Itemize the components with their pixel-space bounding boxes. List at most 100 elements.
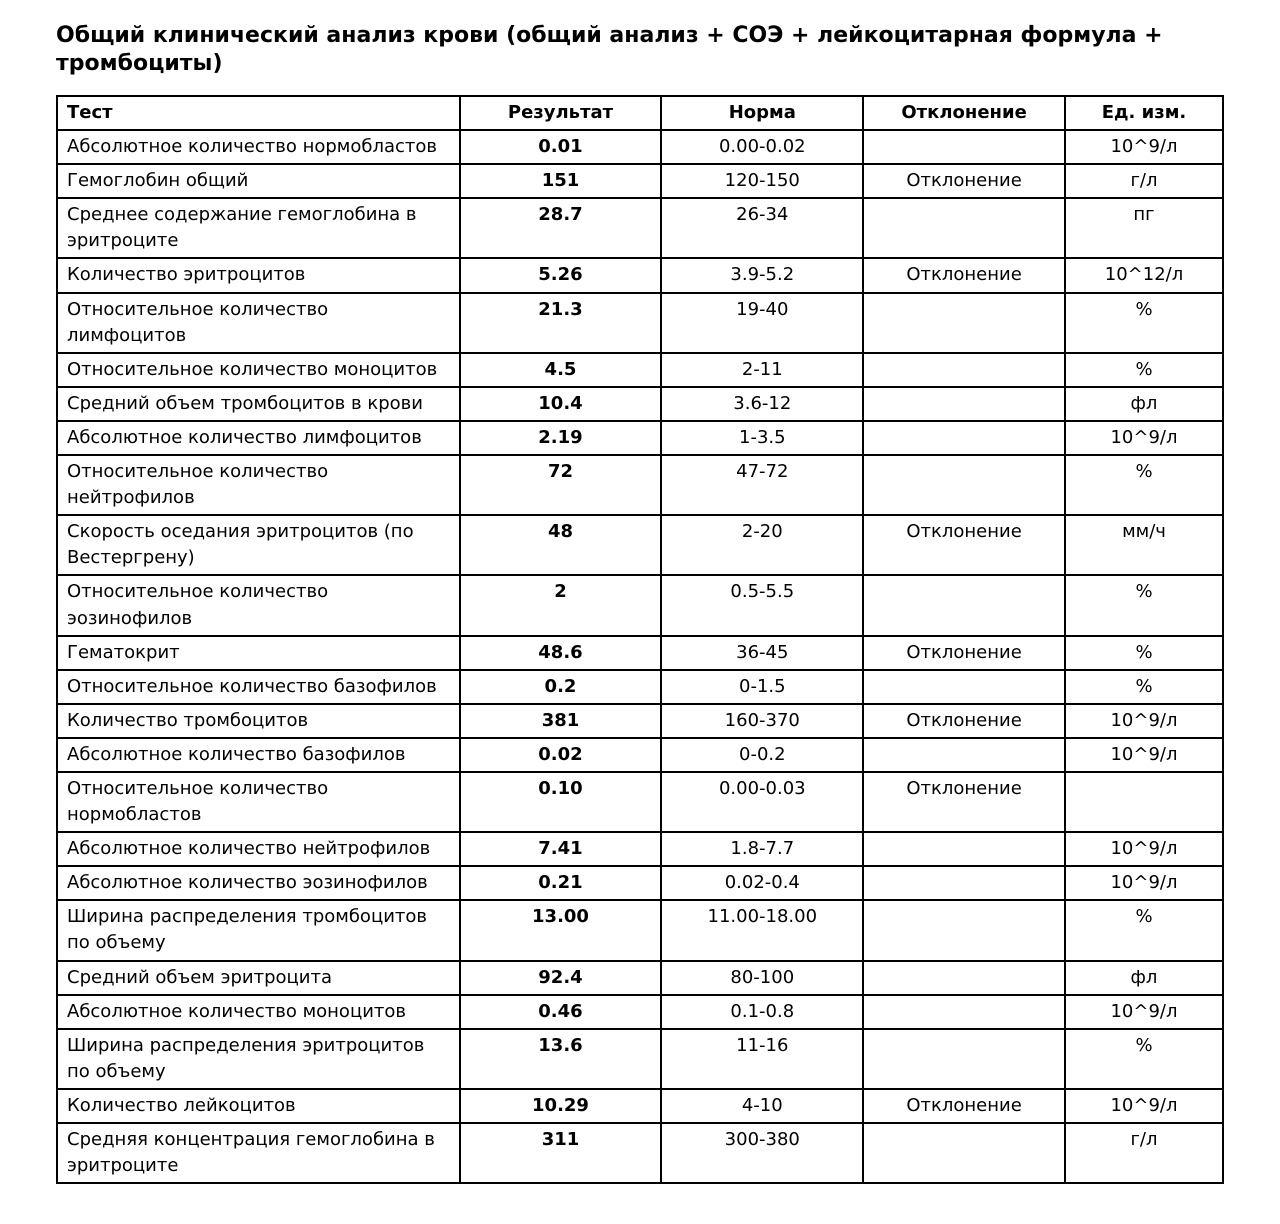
report-title: Общий клинический анализ крови (общий ан… <box>56 22 1224 77</box>
cell-result: 10.29 <box>460 1089 662 1123</box>
cell-result: 151 <box>460 164 662 198</box>
cell-norm: 2-11 <box>661 353 863 387</box>
cell-test: Гематокрит <box>57 636 460 670</box>
cell-test: Средний объем эритроцита <box>57 961 460 995</box>
cell-deviation <box>863 900 1065 960</box>
cell-unit: г/л <box>1065 164 1223 198</box>
cell-deviation: Отклонение <box>863 258 1065 292</box>
table-row: Относительное количество нейтрофилов7247… <box>57 455 1223 515</box>
cell-test: Относительное количество моноцитов <box>57 353 460 387</box>
cell-result: 13.00 <box>460 900 662 960</box>
cell-deviation: Отклонение <box>863 704 1065 738</box>
cell-norm: 1-3.5 <box>661 421 863 455</box>
cell-test: Относительное количество лимфоцитов <box>57 293 460 353</box>
cell-unit: мм/ч <box>1065 515 1223 575</box>
cell-norm: 47-72 <box>661 455 863 515</box>
cell-norm: 0.00-0.02 <box>661 130 863 164</box>
cell-norm: 4-10 <box>661 1089 863 1123</box>
cell-norm: 11-16 <box>661 1029 863 1089</box>
cell-deviation <box>863 738 1065 772</box>
cell-unit: фл <box>1065 387 1223 421</box>
table-row: Относительное количество эозинофилов20.5… <box>57 575 1223 635</box>
cell-norm: 1.8-7.7 <box>661 832 863 866</box>
cell-result: 28.7 <box>460 198 662 258</box>
table-row: Абсолютное количество базофилов0.020-0.2… <box>57 738 1223 772</box>
cell-unit: % <box>1065 670 1223 704</box>
cell-unit: 10^9/л <box>1065 130 1223 164</box>
cell-result: 5.26 <box>460 258 662 292</box>
cell-unit: 10^9/л <box>1065 995 1223 1029</box>
cell-unit: % <box>1065 1029 1223 1089</box>
table-row: Относительное количество моноцитов4.52-1… <box>57 353 1223 387</box>
cell-test: Средняя концентрация гемоглобина в эритр… <box>57 1123 460 1183</box>
cell-norm: 11.00-18.00 <box>661 900 863 960</box>
cell-deviation: Отклонение <box>863 636 1065 670</box>
cell-unit: 10^12/л <box>1065 258 1223 292</box>
table-row: Абсолютное количество лимфоцитов2.191-3.… <box>57 421 1223 455</box>
cell-unit: пг <box>1065 198 1223 258</box>
table-row: Гемоглобин общий151120-150Отклонениег/л <box>57 164 1223 198</box>
cell-deviation: Отклонение <box>863 515 1065 575</box>
cell-norm: 160-370 <box>661 704 863 738</box>
cell-deviation <box>863 670 1065 704</box>
cell-deviation <box>863 832 1065 866</box>
cell-test: Абсолютное количество моноцитов <box>57 995 460 1029</box>
table-header-row: Тест Результат Норма Отклонение Ед. изм. <box>57 96 1223 130</box>
cell-result: 10.4 <box>460 387 662 421</box>
cell-result: 2.19 <box>460 421 662 455</box>
table-row: Количество эритроцитов5.263.9-5.2Отклоне… <box>57 258 1223 292</box>
table-row: Абсолютное количество моноцитов0.460.1-0… <box>57 995 1223 1029</box>
cell-result: 0.10 <box>460 772 662 832</box>
cell-test: Скорость оседания эритроцитов (по Вестер… <box>57 515 460 575</box>
cell-result: 0.2 <box>460 670 662 704</box>
cell-deviation: Отклонение <box>863 164 1065 198</box>
results-table: Тест Результат Норма Отклонение Ед. изм.… <box>56 95 1224 1184</box>
col-header-result: Результат <box>460 96 662 130</box>
cell-result: 13.6 <box>460 1029 662 1089</box>
cell-result: 48 <box>460 515 662 575</box>
table-row: Количество лейкоцитов10.294-10Отклонение… <box>57 1089 1223 1123</box>
table-row: Среднее содержание гемоглобина в эритроц… <box>57 198 1223 258</box>
cell-result: 7.41 <box>460 832 662 866</box>
cell-norm: 3.9-5.2 <box>661 258 863 292</box>
cell-unit: % <box>1065 455 1223 515</box>
cell-test: Ширина распределения эритроцитов по объе… <box>57 1029 460 1089</box>
cell-deviation <box>863 293 1065 353</box>
cell-deviation <box>863 387 1065 421</box>
table-row: Абсолютное количество эозинофилов0.210.0… <box>57 866 1223 900</box>
cell-deviation: Отклонение <box>863 772 1065 832</box>
cell-result: 311 <box>460 1123 662 1183</box>
cell-test: Средний объем тромбоцитов в крови <box>57 387 460 421</box>
table-row: Относительное количество лимфоцитов21.31… <box>57 293 1223 353</box>
cell-deviation <box>863 995 1065 1029</box>
cell-test: Количество тромбоцитов <box>57 704 460 738</box>
cell-unit: г/л <box>1065 1123 1223 1183</box>
table-row: Средний объем тромбоцитов в крови10.43.6… <box>57 387 1223 421</box>
cell-unit: % <box>1065 636 1223 670</box>
cell-deviation <box>863 130 1065 164</box>
cell-norm: 0.00-0.03 <box>661 772 863 832</box>
table-row: Ширина распределения эритроцитов по объе… <box>57 1029 1223 1089</box>
cell-unit: % <box>1065 353 1223 387</box>
cell-deviation <box>863 866 1065 900</box>
cell-test: Абсолютное количество нормобластов <box>57 130 460 164</box>
cell-result: 2 <box>460 575 662 635</box>
table-row: Скорость оседания эритроцитов (по Вестер… <box>57 515 1223 575</box>
cell-unit: % <box>1065 293 1223 353</box>
cell-result: 21.3 <box>460 293 662 353</box>
cell-deviation <box>863 455 1065 515</box>
cell-unit <box>1065 772 1223 832</box>
cell-deviation <box>863 575 1065 635</box>
cell-test: Количество лейкоцитов <box>57 1089 460 1123</box>
cell-norm: 36-45 <box>661 636 863 670</box>
table-row: Гематокрит48.636-45Отклонение% <box>57 636 1223 670</box>
cell-deviation <box>863 353 1065 387</box>
cell-test: Относительное количество базофилов <box>57 670 460 704</box>
cell-norm: 2-20 <box>661 515 863 575</box>
table-row: Относительное количество базофилов0.20-1… <box>57 670 1223 704</box>
cell-unit: 10^9/л <box>1065 421 1223 455</box>
cell-test: Абсолютное количество эозинофилов <box>57 866 460 900</box>
table-row: Абсолютное количество нормобластов0.010.… <box>57 130 1223 164</box>
cell-result: 72 <box>460 455 662 515</box>
cell-result: 0.21 <box>460 866 662 900</box>
